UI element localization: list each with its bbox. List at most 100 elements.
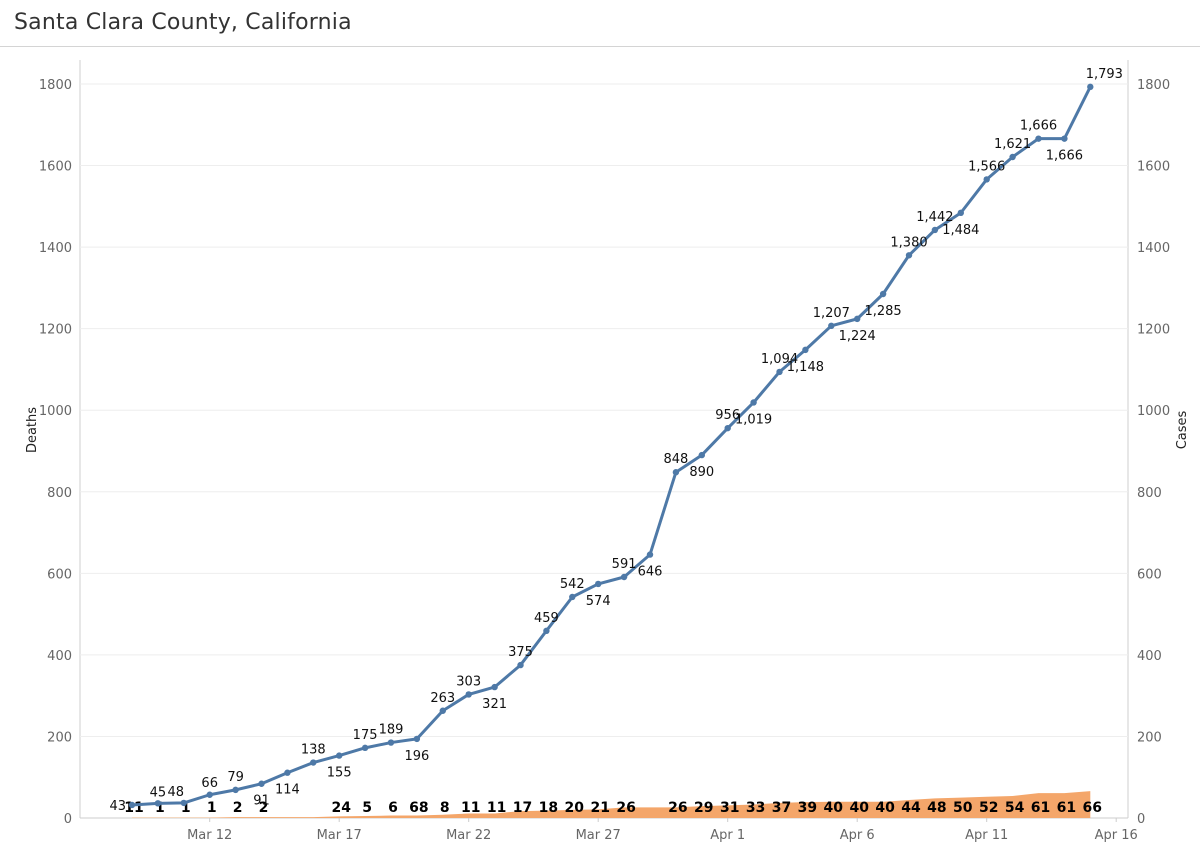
cases-data-label: 303 [456,674,481,689]
deaths-data-label: 20 [565,800,585,816]
cases-point [543,627,550,635]
deaths-data-label: 40 [875,800,895,816]
cases-data-label: 1,148 [787,360,824,375]
deaths-data-label: 33 [746,800,765,816]
deaths-data-label: 39 [798,800,817,816]
cases-point [465,691,472,698]
cases-data-label: 956 [715,408,740,423]
cases-point [232,786,239,794]
cases-data-label: 66 [201,776,218,791]
y-tick-label-left: 200 [47,730,72,745]
cases-data-label: 591 [612,557,637,572]
deaths-data-label: 50 [953,800,973,816]
cases-data-label: 196 [404,749,429,764]
chart-title: Santa Clara County, California [14,10,352,35]
cases-point [258,780,265,787]
x-tick-label: Apr 1 [710,828,745,843]
cases-data-label: 1,666 [1020,119,1057,134]
cases-data-label: 848 [663,452,688,467]
cases-data-label: 189 [379,723,404,738]
y-tick-label-left: 0 [64,812,72,827]
cases-data-label: 1,442 [916,210,953,225]
cases-point [439,707,446,714]
cases-point [646,551,654,558]
cases-data-label: 646 [638,565,663,580]
cases-point [957,209,964,217]
deaths-area [132,791,1091,818]
deaths-data-label: 18 [539,800,558,816]
x-tick-label: Apr 6 [840,828,875,843]
y-tick-label-right: 600 [1137,567,1162,582]
cases-data-label: 91 [253,794,270,809]
cases-data-label: 1,224 [839,329,876,344]
cases-point [672,469,680,476]
cases-point [206,791,213,798]
cases-point [1061,135,1068,142]
cases-point [310,759,317,766]
deaths-data-label: 48 [927,800,946,816]
cases-point [569,593,576,601]
y-tick-label-right: 1000 [1137,404,1170,419]
y-tick-label-right: 1200 [1137,323,1170,338]
deaths-data-label: 37 [772,800,791,816]
cases-data-label: 138 [301,743,326,758]
cases-data-label: 45 [150,785,167,800]
y-tick-label-right: 400 [1137,649,1162,664]
cases-point [595,580,602,588]
deaths-data-label: 5 [362,800,372,816]
y-tick-label-left: 800 [47,486,72,501]
cases-data-label: 155 [327,766,352,781]
cases-data-label: 1,285 [864,304,901,319]
x-tick-label: Apr 11 [965,828,1008,843]
cases-data-label: 1,019 [735,412,772,427]
cases-data-label: 890 [689,465,714,480]
deaths-data-label: 26 [616,800,635,816]
cases-data-label: 1,666 [1046,149,1083,164]
deaths-data-label: 1 [207,800,217,816]
y-axis-title-right: Cases [1175,410,1190,449]
cases-data-label: 263 [430,691,455,706]
y-tick-label-right: 200 [1137,730,1162,745]
y-tick-label-right: 1600 [1137,160,1170,175]
cases-data-label: 175 [353,728,378,743]
cases-data-label: 1,380 [890,235,927,250]
deaths-data-label: 21 [590,800,609,816]
cases-point [698,451,705,459]
cases-line [131,86,1092,807]
deaths-data-label: 2 [233,800,243,816]
x-tick-label: Mar 12 [187,828,232,843]
deaths-data-label: 2 [259,800,269,816]
deaths-data-label: 68 [409,800,428,816]
x-tick-label: Mar 27 [576,828,621,843]
deaths-data-label: 6 [388,800,398,816]
deaths-data-label: 11 [124,800,143,816]
deaths-data-label: 31 [720,800,739,816]
cases-data-label: 79 [227,770,244,785]
cases-point [854,315,861,323]
cases-point [336,752,343,759]
cases-data-label: 1,094 [761,352,798,367]
deaths-data-label: 54 [1005,800,1025,816]
cases-point [361,744,369,752]
deaths-data-label: 8 [440,800,450,816]
cases-point [905,252,913,259]
cases-point [517,661,524,669]
cases-data-label: 1,484 [942,223,979,238]
cases-point [284,769,291,776]
y-axis-title-left: Deaths [25,407,40,453]
y-tick-label-left: 1800 [39,78,72,93]
cases-point [491,683,498,691]
deaths-data-label: 40 [849,800,869,816]
deaths-data-label: 40 [824,800,844,816]
cases-data-label: 1,621 [994,137,1031,152]
deaths-data-label: 17 [513,800,532,816]
deaths-data-label: 26 [668,800,687,816]
title-divider [0,46,1200,47]
y-tick-label-left: 1400 [39,241,72,256]
deaths-data-label: 61 [1031,800,1050,816]
cases-point [879,290,887,298]
cases-data-label: 459 [534,611,559,626]
x-tick-label: Apr 16 [1095,828,1138,843]
cases-point [1035,135,1042,142]
